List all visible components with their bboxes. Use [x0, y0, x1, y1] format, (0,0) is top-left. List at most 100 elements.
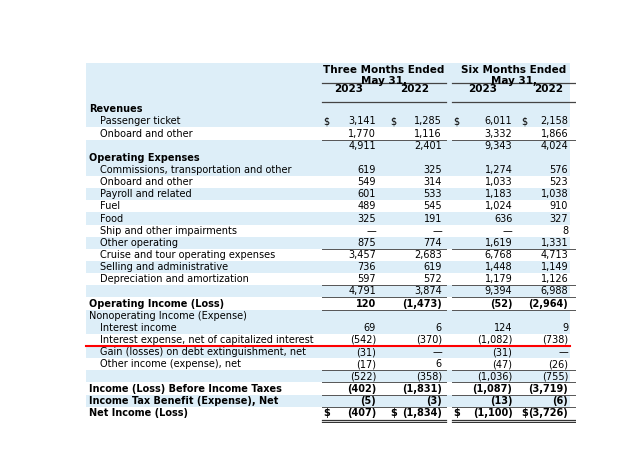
Text: Nonoperating Income (Expense): Nonoperating Income (Expense) [90, 311, 247, 321]
Text: (3,719): (3,719) [529, 383, 568, 394]
Text: 549: 549 [358, 177, 376, 187]
Text: 2023: 2023 [468, 84, 497, 94]
Bar [86, 188, 570, 200]
Text: $: $ [323, 408, 330, 418]
Bar [86, 297, 570, 310]
Bar [86, 63, 570, 103]
Text: Six Months Ended
May 31,: Six Months Ended May 31, [461, 65, 566, 86]
Bar [86, 310, 570, 322]
Text: 4,713: 4,713 [541, 250, 568, 260]
Text: (542): (542) [350, 335, 376, 345]
Text: 6: 6 [436, 359, 442, 369]
Text: Passenger ticket: Passenger ticket [100, 116, 180, 126]
Text: Income Tax Benefit (Expense), Net: Income Tax Benefit (Expense), Net [90, 396, 278, 406]
Text: (26): (26) [548, 359, 568, 369]
Text: 1,179: 1,179 [484, 274, 513, 284]
Text: 6,768: 6,768 [484, 250, 513, 260]
Text: 3,874: 3,874 [414, 286, 442, 296]
Text: (2,964): (2,964) [529, 299, 568, 309]
Text: 576: 576 [550, 165, 568, 175]
Text: (47): (47) [492, 359, 513, 369]
Text: (3,726): (3,726) [529, 408, 568, 418]
Bar [86, 358, 570, 370]
Bar [86, 152, 570, 164]
Bar [86, 407, 570, 419]
Text: Operating Income (Loss): Operating Income (Loss) [90, 299, 225, 309]
Text: 325: 325 [357, 214, 376, 224]
Text: 2,401: 2,401 [414, 141, 442, 151]
Text: 1,038: 1,038 [541, 189, 568, 200]
Text: (738): (738) [542, 335, 568, 345]
Bar [86, 261, 570, 273]
Text: (370): (370) [416, 335, 442, 345]
Text: 9: 9 [562, 323, 568, 333]
Text: —: — [559, 347, 568, 357]
Text: $: $ [454, 116, 460, 126]
Text: 4,791: 4,791 [348, 286, 376, 296]
Text: 2022: 2022 [534, 84, 563, 94]
Text: (31): (31) [356, 347, 376, 357]
Bar [86, 103, 570, 115]
Text: (31): (31) [493, 347, 513, 357]
Bar [86, 382, 570, 395]
Text: 636: 636 [494, 214, 513, 224]
Text: Gain (losses) on debt extinguishment, net: Gain (losses) on debt extinguishment, ne… [100, 347, 306, 357]
Text: Onboard and other: Onboard and other [100, 129, 193, 139]
Text: $: $ [522, 408, 529, 418]
Text: (1,100): (1,100) [473, 408, 513, 418]
Text: Food: Food [100, 214, 124, 224]
Text: 2022: 2022 [400, 84, 429, 94]
Text: 314: 314 [424, 177, 442, 187]
Text: 69: 69 [364, 323, 376, 333]
Bar [86, 127, 570, 140]
Text: $: $ [390, 408, 397, 418]
Text: Operating Expenses: Operating Expenses [90, 153, 200, 163]
Text: $: $ [522, 116, 528, 126]
Text: 2,158: 2,158 [540, 116, 568, 126]
Text: (52): (52) [490, 299, 513, 309]
Text: —: — [432, 226, 442, 236]
Text: (3): (3) [426, 396, 442, 406]
Text: $: $ [454, 408, 460, 418]
Text: 572: 572 [423, 274, 442, 284]
Text: 489: 489 [358, 201, 376, 211]
Text: Other income (expense), net: Other income (expense), net [100, 359, 241, 369]
Text: 597: 597 [357, 274, 376, 284]
Text: 3,332: 3,332 [484, 129, 513, 139]
Text: (1,082): (1,082) [477, 335, 513, 345]
Text: 533: 533 [424, 189, 442, 200]
Text: (407): (407) [347, 408, 376, 418]
Text: $: $ [390, 116, 396, 126]
Text: 736: 736 [358, 262, 376, 272]
Text: 4,024: 4,024 [541, 141, 568, 151]
Bar [86, 176, 570, 188]
Text: 3,457: 3,457 [348, 250, 376, 260]
Text: Depreciation and amortization: Depreciation and amortization [100, 274, 249, 284]
Text: 1,866: 1,866 [541, 129, 568, 139]
Text: 523: 523 [550, 177, 568, 187]
Text: 9,343: 9,343 [485, 141, 513, 151]
Text: Selling and administrative: Selling and administrative [100, 262, 228, 272]
Text: 1,274: 1,274 [484, 165, 513, 175]
Text: 1,619: 1,619 [485, 238, 513, 248]
Text: (358): (358) [416, 371, 442, 381]
Text: 1,033: 1,033 [485, 177, 513, 187]
Text: 6,011: 6,011 [485, 116, 513, 126]
Text: 6,988: 6,988 [541, 286, 568, 296]
Text: 2,683: 2,683 [414, 250, 442, 260]
Text: Interest expense, net of capitalized interest: Interest expense, net of capitalized int… [100, 335, 314, 345]
Text: —: — [432, 347, 442, 357]
Bar [86, 273, 570, 285]
Text: 9,394: 9,394 [485, 286, 513, 296]
Text: Interest income: Interest income [100, 323, 177, 333]
Text: 1,116: 1,116 [414, 129, 442, 139]
Text: Cruise and tour operating expenses: Cruise and tour operating expenses [100, 250, 275, 260]
Bar [86, 140, 570, 152]
Text: $: $ [323, 116, 330, 126]
Bar [86, 237, 570, 249]
Text: 875: 875 [357, 238, 376, 248]
Text: (1,473): (1,473) [402, 299, 442, 309]
Text: Onboard and other: Onboard and other [100, 177, 193, 187]
Text: (1,831): (1,831) [402, 383, 442, 394]
Text: (1,036): (1,036) [477, 371, 513, 381]
